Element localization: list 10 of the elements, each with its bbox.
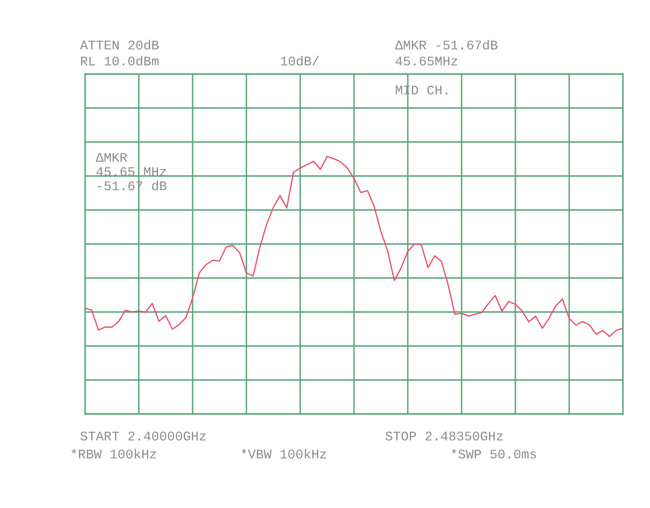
text: *VBW 100kHz: [242, 448, 326, 459]
text: ΔMKR -51.67dB: [395, 40, 498, 50]
text: RL 10.0dBm: [81, 56, 159, 66]
text: *SWP 50.0ms: [452, 448, 536, 459]
text: *RBW 100kHz: [72, 448, 156, 459]
text: STOP 2.48350GHz: [386, 432, 503, 441]
text: 45.65MHz: [396, 56, 458, 66]
text: START 2.40000GHz: [80, 432, 206, 441]
text: 10dB/: [280, 56, 319, 66]
text: ATTEN 20dB: [80, 40, 159, 50]
